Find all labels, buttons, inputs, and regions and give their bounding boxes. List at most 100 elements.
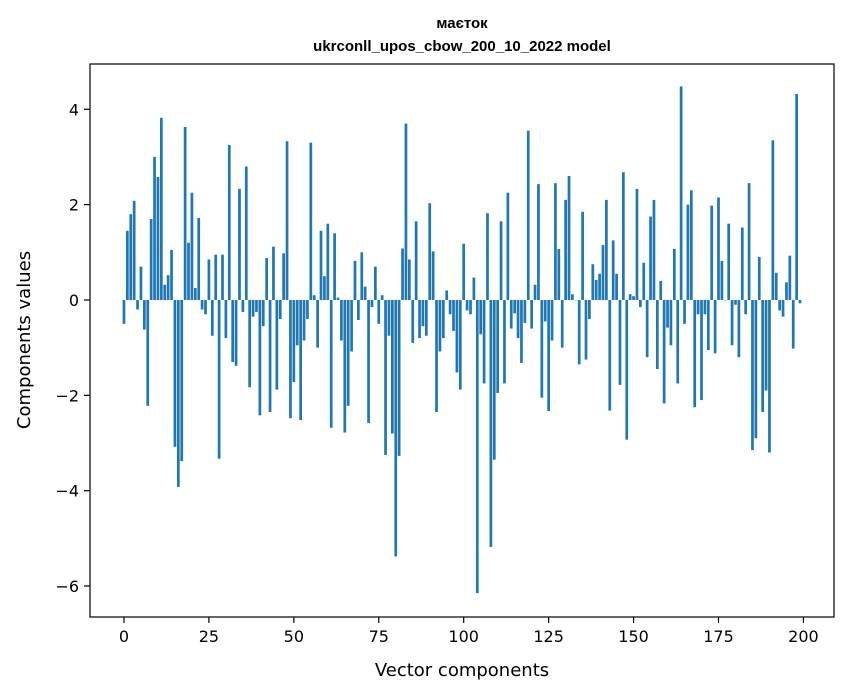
bar — [475, 299, 479, 594]
bar — [730, 299, 734, 346]
bar — [143, 299, 146, 330]
bar — [693, 299, 697, 408]
bar — [190, 192, 194, 300]
bar — [428, 203, 432, 300]
bar — [414, 221, 418, 300]
bar — [200, 299, 204, 310]
bar — [458, 299, 462, 390]
bar — [499, 221, 503, 300]
bar — [251, 299, 255, 317]
bar — [526, 130, 530, 300]
bar — [618, 299, 622, 385]
bar — [557, 248, 561, 300]
bar — [713, 299, 717, 354]
x-tick-label: 125 — [533, 627, 564, 646]
bar — [170, 249, 173, 300]
bar — [455, 299, 459, 373]
bar — [391, 299, 394, 434]
bar — [139, 266, 143, 300]
bar — [669, 299, 673, 346]
bar — [421, 299, 425, 327]
bar — [588, 299, 591, 320]
y-tick-label: 0 — [69, 291, 79, 310]
plot-frame — [89, 63, 835, 618]
bar — [744, 299, 748, 315]
bar — [346, 299, 350, 406]
bar — [530, 299, 533, 329]
bar — [333, 233, 336, 300]
chart-title: маєток — [436, 15, 488, 32]
x-tick-label: 25 — [199, 627, 219, 646]
bar — [717, 197, 720, 300]
bar — [740, 227, 744, 300]
bar — [523, 299, 527, 323]
bar — [567, 176, 571, 300]
bar — [357, 299, 360, 320]
y-tick-label: −4 — [55, 482, 79, 501]
y-tick-label: 2 — [69, 196, 79, 215]
x-tick-label: 200 — [788, 627, 819, 646]
x-tick-label: 75 — [369, 627, 389, 646]
bar — [207, 259, 211, 300]
bar — [577, 299, 581, 365]
bar — [292, 299, 296, 382]
y-axis: 4 2 0 −2 −4 −6 — [55, 100, 90, 596]
bar — [635, 188, 639, 300]
bar — [183, 126, 187, 300]
bar — [261, 299, 265, 327]
bar — [489, 299, 493, 547]
bar — [649, 216, 652, 300]
bar — [149, 218, 153, 300]
bar — [431, 251, 435, 300]
bar — [754, 299, 758, 439]
bar — [584, 299, 588, 360]
bar — [662, 299, 666, 404]
bar — [122, 299, 126, 324]
bar — [632, 296, 635, 300]
bar — [289, 299, 292, 419]
bar — [672, 248, 676, 300]
bar — [193, 288, 197, 300]
bar — [306, 299, 309, 320]
bar — [791, 299, 795, 349]
bar — [509, 299, 513, 329]
bar — [506, 192, 510, 300]
bar — [608, 299, 612, 411]
bar — [642, 262, 646, 300]
bar — [679, 86, 683, 300]
y-tick-label: 4 — [69, 100, 79, 119]
bar — [367, 299, 370, 423]
bar — [374, 266, 377, 300]
bar — [639, 299, 642, 308]
bar — [479, 299, 483, 335]
bar — [272, 246, 275, 300]
bar — [275, 299, 279, 390]
bar — [411, 299, 415, 343]
bar — [689, 190, 693, 300]
bar — [238, 188, 241, 300]
bar — [299, 299, 302, 421]
bar — [706, 299, 710, 351]
bar — [248, 299, 252, 388]
bar — [594, 279, 598, 300]
bar — [788, 255, 792, 300]
bar — [295, 299, 299, 346]
bar — [370, 299, 374, 308]
bar — [350, 299, 353, 352]
bar — [176, 299, 180, 487]
bar — [343, 299, 347, 433]
bar — [438, 299, 442, 352]
bar — [659, 280, 663, 300]
bar — [159, 117, 163, 300]
bar — [469, 299, 472, 315]
bar — [187, 242, 190, 300]
bar — [615, 273, 618, 300]
bar — [241, 299, 245, 312]
bar — [781, 299, 785, 317]
bar — [462, 243, 466, 300]
bar — [180, 299, 184, 462]
bar — [258, 299, 262, 416]
bar — [778, 299, 781, 311]
bar — [774, 272, 778, 300]
bar — [676, 299, 680, 384]
